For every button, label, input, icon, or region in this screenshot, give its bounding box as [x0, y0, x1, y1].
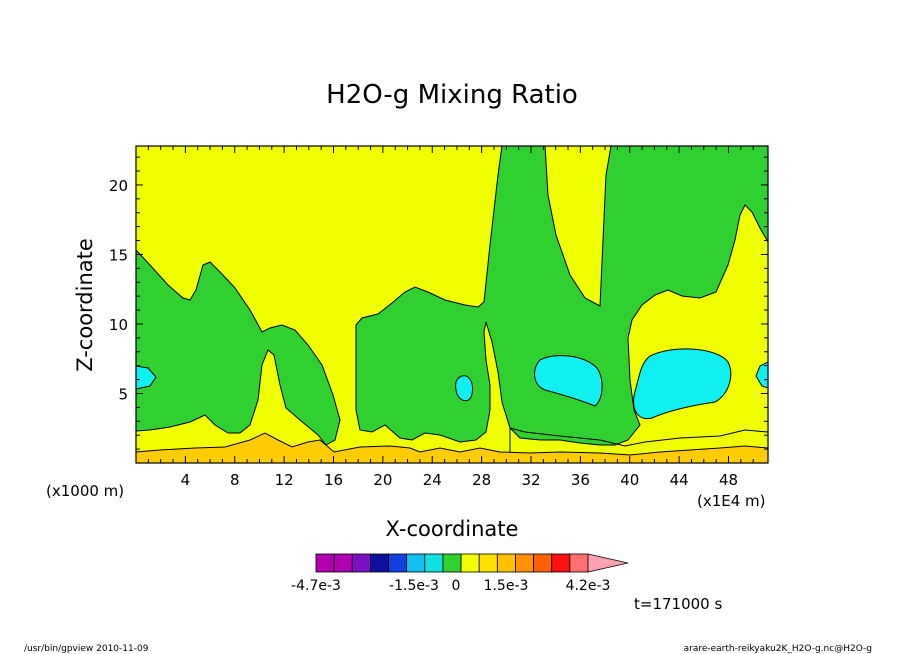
cyan-blob-mid — [534, 355, 603, 407]
plot-area — [135, 145, 769, 464]
colorbar-swatch — [315, 553, 335, 573]
x-tick-label: 32 — [521, 471, 540, 489]
colorbar-arrow — [587, 553, 629, 573]
x-tick-label: 44 — [670, 471, 689, 489]
colorbar-swatch — [406, 553, 426, 573]
x-tick-label: 4 — [181, 471, 191, 489]
colorbar-swatch — [478, 553, 498, 573]
green-region-middle — [355, 146, 768, 446]
colorbar-labels: -4.7e-3 -1.5e-3 0 1.5e-3 4.2e-3 — [291, 578, 610, 594]
chart-title: H2O-g Mixing Ratio — [326, 80, 578, 110]
x-tick-label: 28 — [472, 471, 491, 489]
green-region-main — [136, 249, 341, 446]
time-label: t=171000 s — [634, 595, 722, 613]
x-tick-label: 48 — [719, 471, 738, 489]
x-tick-label: 36 — [571, 471, 590, 489]
x-axis-label: X-coordinate — [386, 517, 519, 541]
colorbar-swatch — [533, 553, 553, 573]
y-tick-label: 20 — [109, 177, 128, 195]
y-tick-label: 5 — [118, 385, 128, 403]
x-tick-label: 24 — [423, 471, 442, 489]
colorbar — [315, 553, 629, 573]
footer-left: /usr/bin/gpview 2010-11-09 — [24, 644, 149, 654]
x-tick-label: 8 — [230, 471, 240, 489]
green-band-right — [509, 427, 768, 463]
x-tick-label: 40 — [620, 471, 639, 489]
colorbar-swatch — [496, 553, 516, 573]
colorbar-swatch — [333, 553, 353, 573]
x-unit-left: (x1000 m) — [46, 482, 124, 500]
colorbar-swatch — [551, 553, 571, 573]
colorbar-swatch — [515, 553, 535, 573]
colorbar-label: -4.7e-3 — [291, 578, 341, 594]
colorbar-swatch — [569, 553, 589, 573]
x-axis: 4 8 12 16 20 24 28 32 36 40 44 48 — [147, 146, 754, 489]
colorbar-swatch — [388, 553, 408, 573]
colorbar-swatch — [351, 553, 371, 573]
y-axis-label: Z-coordinate — [73, 238, 97, 372]
cyan-blob-edge — [755, 361, 768, 389]
colorbar-label: -1.5e-3 — [389, 578, 439, 594]
x-tick-label: 12 — [275, 471, 294, 489]
colorbar-swatch — [369, 553, 389, 573]
orange-band-bottom — [136, 432, 768, 463]
colorbar-label: 4.2e-3 — [566, 578, 611, 594]
colorbar-swatch — [460, 553, 480, 573]
cyan-blob-right — [633, 348, 732, 420]
x-tick-label: 16 — [324, 471, 343, 489]
plot-frame — [135, 145, 769, 464]
colorbar-label: 0 — [452, 578, 461, 594]
y-tick-label: 15 — [109, 246, 128, 264]
x-tick-label: 20 — [373, 471, 392, 489]
cyan-blob-left — [136, 365, 157, 390]
colorbar-swatch — [442, 553, 462, 573]
colorbar-label: 1.5e-3 — [484, 578, 529, 594]
x-unit-right: (x1E4 m) — [697, 492, 766, 510]
y-axis: 5 10 15 20 — [109, 156, 768, 450]
y-tick-label: 10 — [109, 316, 128, 334]
footer-right: arare-earth-reikyaku2K_H2O-g.nc@H2O-g — [684, 644, 872, 654]
cyan-blob-small — [455, 375, 473, 402]
colorbar-swatch — [424, 553, 444, 573]
